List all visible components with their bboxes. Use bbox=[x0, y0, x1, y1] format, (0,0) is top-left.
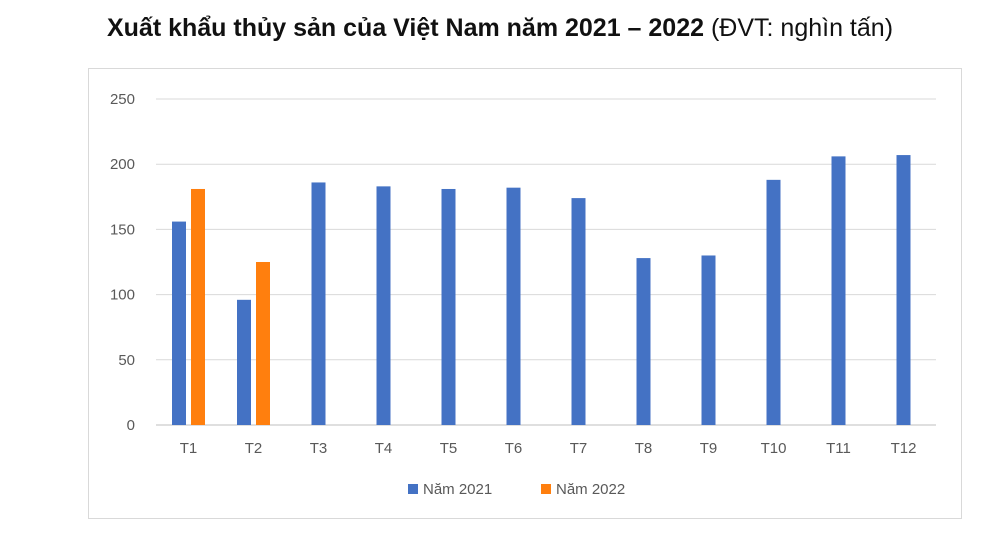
y-tick-label: 50 bbox=[118, 352, 135, 369]
bar-năm-2021-t1 bbox=[172, 221, 186, 425]
x-tick-label: T1 bbox=[180, 440, 198, 457]
x-tick-label: T11 bbox=[826, 440, 851, 457]
chart-unit: (ĐVT: nghìn tấn) bbox=[710, 14, 894, 42]
x-tick-label: T2 bbox=[245, 440, 263, 457]
y-tick-label: 250 bbox=[110, 91, 135, 108]
x-tick-label: T9 bbox=[700, 440, 718, 457]
bar-năm-2021-t4 bbox=[376, 186, 391, 425]
legend: Năm 2021 Năm 2022 bbox=[408, 481, 625, 498]
bar-năm-2021-t11 bbox=[831, 156, 846, 425]
bar-năm-2022-t2 bbox=[256, 262, 270, 425]
bar-năm-2021-t3 bbox=[311, 182, 326, 425]
y-tick-label: 200 bbox=[110, 156, 135, 173]
x-tick-label: T7 bbox=[570, 440, 588, 457]
chart-title: Xuất khẩu thủy sản của Việt Nam năm 2021… bbox=[106, 14, 705, 42]
x-tick-label: T6 bbox=[505, 440, 523, 457]
x-tick-label: T8 bbox=[635, 440, 653, 457]
x-tick-label: T3 bbox=[310, 440, 328, 457]
bar-năm-2021-t6 bbox=[506, 187, 521, 425]
chart-title-row: Xuất khẩu thủy sản của Việt Nam năm 2021… bbox=[0, 14, 1000, 43]
bar-năm-2021-t5 bbox=[441, 188, 456, 425]
x-tick-label: T5 bbox=[440, 440, 458, 457]
grid-lines bbox=[156, 98, 936, 426]
bar-năm-2021-t8 bbox=[636, 258, 651, 425]
x-axis-ticks: T1 T2 T3 T4 T5 T6 T7 T8 T9 T10 T11 T12 bbox=[180, 440, 917, 457]
bar-năm-2022-t1 bbox=[191, 188, 205, 425]
x-tick-label: T12 bbox=[891, 440, 917, 457]
y-tick-label: 100 bbox=[110, 287, 135, 304]
bar-năm-2021-t7 bbox=[571, 198, 586, 425]
bar-chart: 0 50 100 150 200 250 T1 T2 T3 T4 T5 T6 T7 T8 T9 T10 T11… bbox=[110, 91, 936, 498]
legend-swatch bbox=[408, 484, 418, 494]
x-tick-label: T10 bbox=[761, 440, 787, 457]
y-axis-ticks: 0 50 100 150 200 250 bbox=[110, 91, 135, 434]
legend-label: Năm 2021 bbox=[423, 481, 492, 498]
bar-năm-2021-t10 bbox=[766, 179, 781, 425]
y-tick-label: 0 bbox=[127, 417, 135, 434]
bar-năm-2021-t2 bbox=[237, 299, 251, 425]
x-tick-label: T4 bbox=[375, 440, 393, 457]
bar-năm-2021-t12 bbox=[896, 155, 911, 425]
y-tick-label: 150 bbox=[110, 221, 135, 238]
bar-năm-2021-t9 bbox=[701, 255, 716, 425]
chart-frame: 0 50 100 150 200 250 T1 T2 T3 T4 T5 T6 T7 T8 T9 T10 T11… bbox=[88, 68, 962, 519]
bars bbox=[172, 155, 911, 425]
legend-swatch bbox=[541, 484, 551, 494]
legend-label: Năm 2022 bbox=[556, 481, 625, 498]
